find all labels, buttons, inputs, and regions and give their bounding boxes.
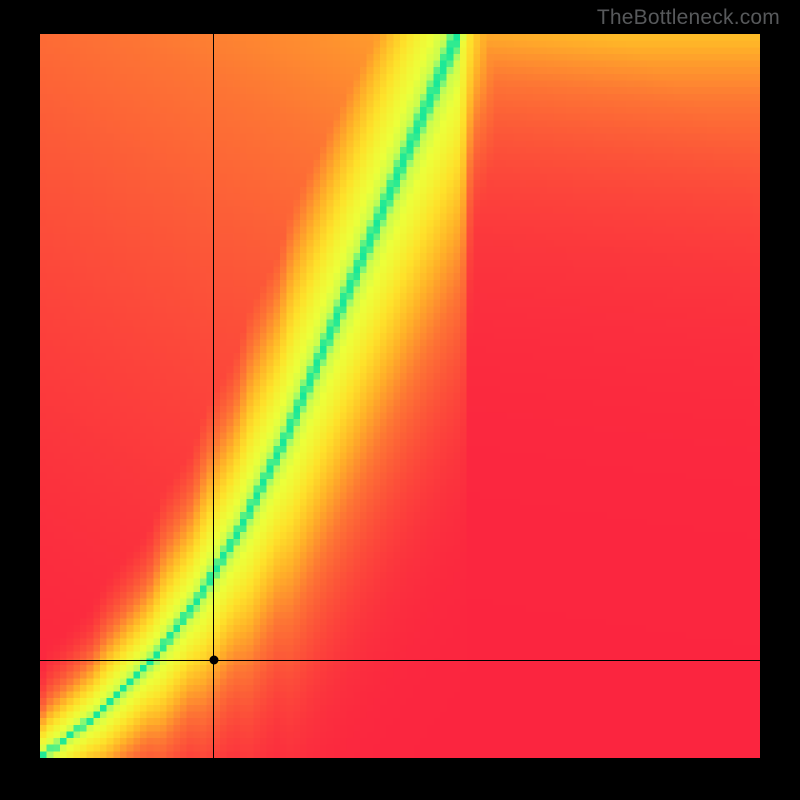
crosshair-vertical: [213, 34, 214, 758]
heatmap-canvas: [40, 34, 760, 758]
root: TheBottleneck.com: [0, 0, 800, 800]
crosshair-horizontal: [40, 660, 760, 661]
watermark-text: TheBottleneck.com: [597, 6, 780, 30]
marker-dot: [209, 656, 218, 665]
